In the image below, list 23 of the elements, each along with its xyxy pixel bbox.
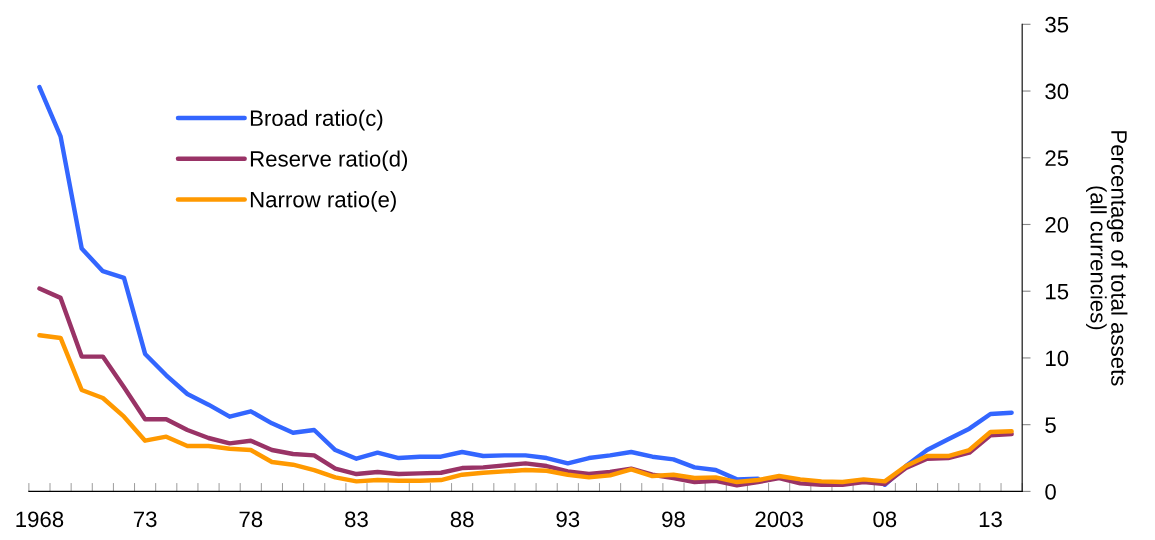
y-tick-label: 5 <box>1045 417 1056 433</box>
y-tick-label: 30 <box>1045 83 1069 100</box>
x-tick-label: 2003 <box>755 511 803 528</box>
x-tick-label: 08 <box>873 511 897 528</box>
y-tick-label: 35 <box>1045 16 1069 33</box>
legend-label: Broad ratio(c) <box>250 109 383 131</box>
legend-label: Narrow ratio(e) <box>250 191 396 212</box>
x-tick-label: 1968 <box>16 511 64 528</box>
y-tick-label: 0 <box>1045 483 1056 500</box>
x-tick-label: 73 <box>133 511 157 528</box>
y-tick-label: 15 <box>1046 283 1069 300</box>
x-tick-label: 98 <box>662 511 685 528</box>
x-tick-label: 83 <box>345 511 368 528</box>
legend-label: Reserve ratio(d) <box>250 150 408 172</box>
x-tick-label: 13 <box>979 511 1002 528</box>
y-tick-label: 10 <box>1046 350 1069 367</box>
y-tick-label: 20 <box>1045 217 1069 233</box>
x-tick-label: 78 <box>239 511 263 528</box>
line-series <box>37 333 1014 485</box>
y-axis-title: Percentage of total assets (all currencies) <box>1086 131 1128 386</box>
y-tick-label: 25 <box>1045 150 1069 167</box>
x-tick-label: 88 <box>450 511 474 528</box>
x-tick-label: 93 <box>556 511 580 528</box>
